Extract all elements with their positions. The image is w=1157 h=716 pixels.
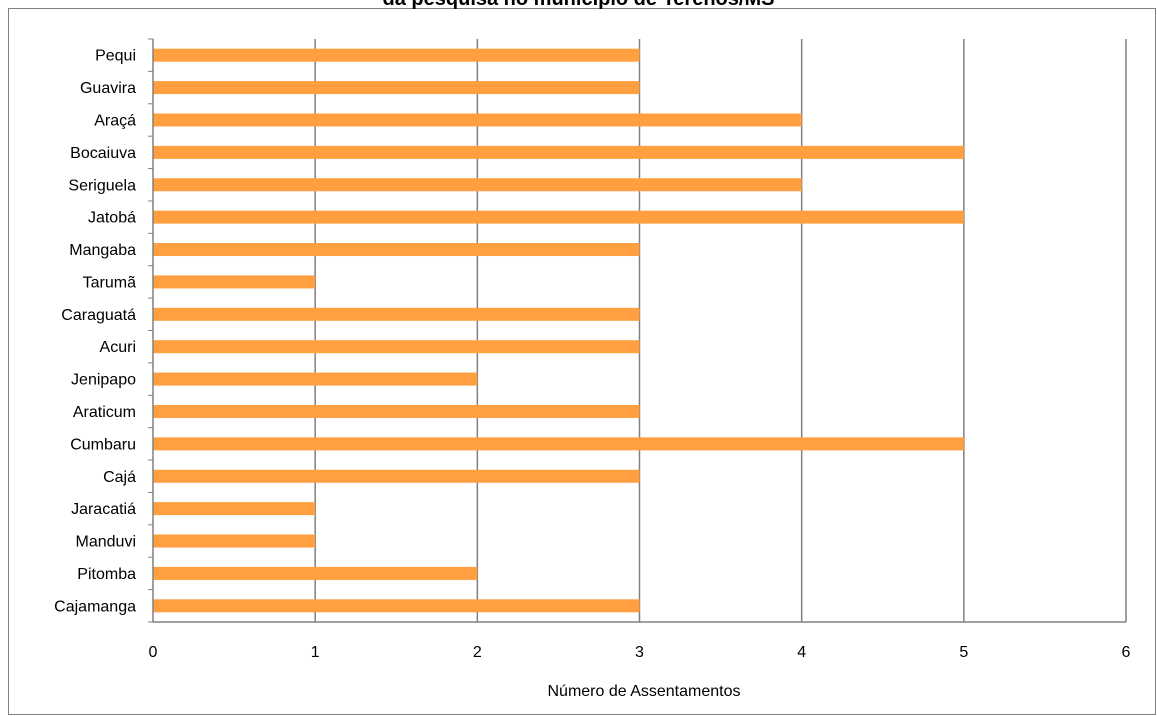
x-tick-label: 2 bbox=[473, 644, 482, 661]
category-label: Araçá bbox=[94, 112, 136, 129]
bar-cajá bbox=[153, 469, 640, 483]
bar-jenipapo bbox=[153, 372, 478, 386]
x-tick-label: 0 bbox=[149, 644, 158, 661]
bar-jaracatiá bbox=[153, 502, 316, 516]
category-label: Acuri bbox=[100, 339, 136, 356]
x-tick-label: 4 bbox=[797, 644, 806, 661]
bars bbox=[153, 48, 964, 613]
x-tick-label: 6 bbox=[1122, 644, 1131, 661]
x-tick-label: 1 bbox=[311, 644, 320, 661]
category-label: Bocaiuva bbox=[70, 145, 136, 162]
bar-cumbaru bbox=[153, 437, 964, 451]
bar-araticum bbox=[153, 404, 640, 418]
chart-title: da pesquisa no município de Terenos/MS bbox=[0, 0, 1157, 11]
bar-cajamanga bbox=[153, 599, 640, 613]
bar-tarumã bbox=[153, 275, 316, 289]
bar-acuri bbox=[153, 340, 640, 354]
category-label: Manduvi bbox=[76, 534, 136, 551]
category-label: Mangaba bbox=[69, 242, 136, 259]
category-label: Araticum bbox=[73, 404, 136, 421]
category-label: Seriguela bbox=[68, 177, 136, 194]
category-label: Pequi bbox=[95, 48, 136, 65]
bar-pequi bbox=[153, 48, 640, 62]
x-axis-title: Número de Assentamentos bbox=[548, 683, 741, 700]
bar-guavira bbox=[153, 81, 640, 95]
bar-jatobá bbox=[153, 210, 964, 224]
bar-manduvi bbox=[153, 534, 316, 548]
gridlines bbox=[314, 39, 1127, 622]
bar-caraguatá bbox=[153, 307, 640, 321]
category-label: Cajamanga bbox=[54, 598, 136, 615]
bar-araçá bbox=[153, 113, 802, 127]
category-label: Caraguatá bbox=[61, 307, 136, 324]
category-label: Cajá bbox=[103, 469, 136, 486]
x-tick-label: 5 bbox=[959, 644, 968, 661]
category-label: Guavira bbox=[80, 80, 136, 97]
category-label: Tarumã bbox=[83, 274, 136, 291]
category-labels: Pequi Guavira Araçá Bocaiuva Seriguela Jatobá… bbox=[54, 48, 136, 616]
bar-pitomba bbox=[153, 566, 478, 580]
axes bbox=[148, 38, 1126, 623]
bar-bocaiuva bbox=[153, 145, 964, 159]
category-label: Cumbaru bbox=[70, 436, 136, 453]
bar-mangaba bbox=[153, 243, 640, 257]
category-label: Jatobá bbox=[88, 210, 136, 227]
x-tick-label: 3 bbox=[635, 644, 644, 661]
category-label: Jaracatiá bbox=[71, 501, 136, 518]
bar-seriguela bbox=[153, 178, 802, 192]
x-tick-labels: 0 1 2 3 4 5 6 bbox=[149, 644, 1131, 661]
category-label: Pitomba bbox=[77, 566, 136, 583]
category-label: Jenipapo bbox=[71, 372, 136, 389]
